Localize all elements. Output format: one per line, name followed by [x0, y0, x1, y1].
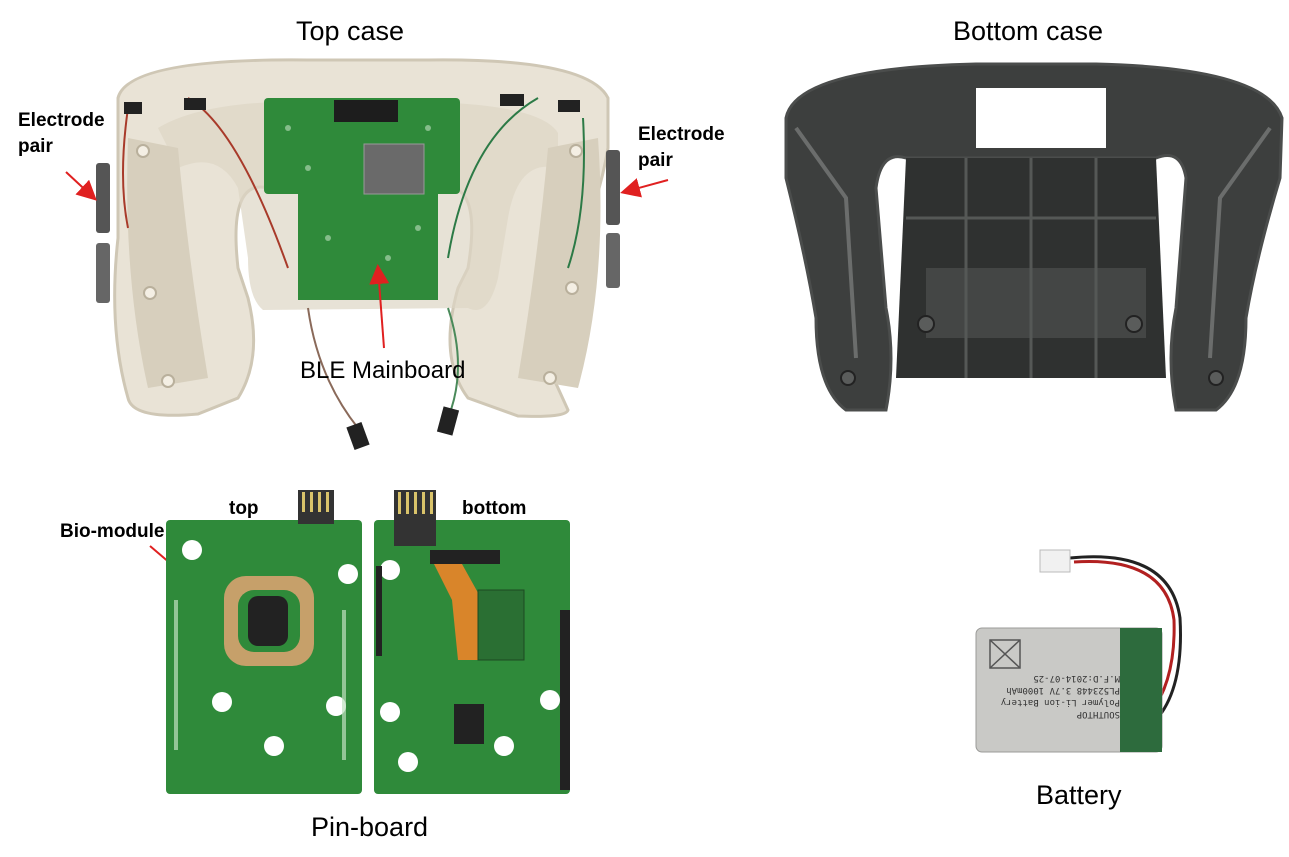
bio-module-label: Bio-module: [60, 521, 165, 542]
bottom-label: bottom: [462, 498, 527, 519]
ble-mainboard-label: BLE Mainboard: [300, 357, 466, 384]
battery-title: Battery: [1036, 780, 1122, 810]
battery-image: SOUTHTOP Polymer Li-ion Battery PL523448…: [970, 548, 1206, 758]
top-label: top: [229, 498, 259, 519]
electrode-pair-label-left: Electrode pair: [18, 110, 105, 157]
electrode-pair-label-right: Electrode pair: [638, 124, 725, 171]
bottom-case-title: Bottom case: [953, 16, 1104, 46]
top-case-image: [88, 58, 636, 456]
bottom-case-image: [776, 58, 1289, 414]
top-case-title: Top case: [296, 16, 405, 46]
pin-board-title: Pin-board: [311, 812, 429, 842]
battery-print-lines: SOUTHTOP Polymer Li-ion Battery PL523448…: [1000, 673, 1120, 719]
pin-board-image: [162, 490, 582, 800]
